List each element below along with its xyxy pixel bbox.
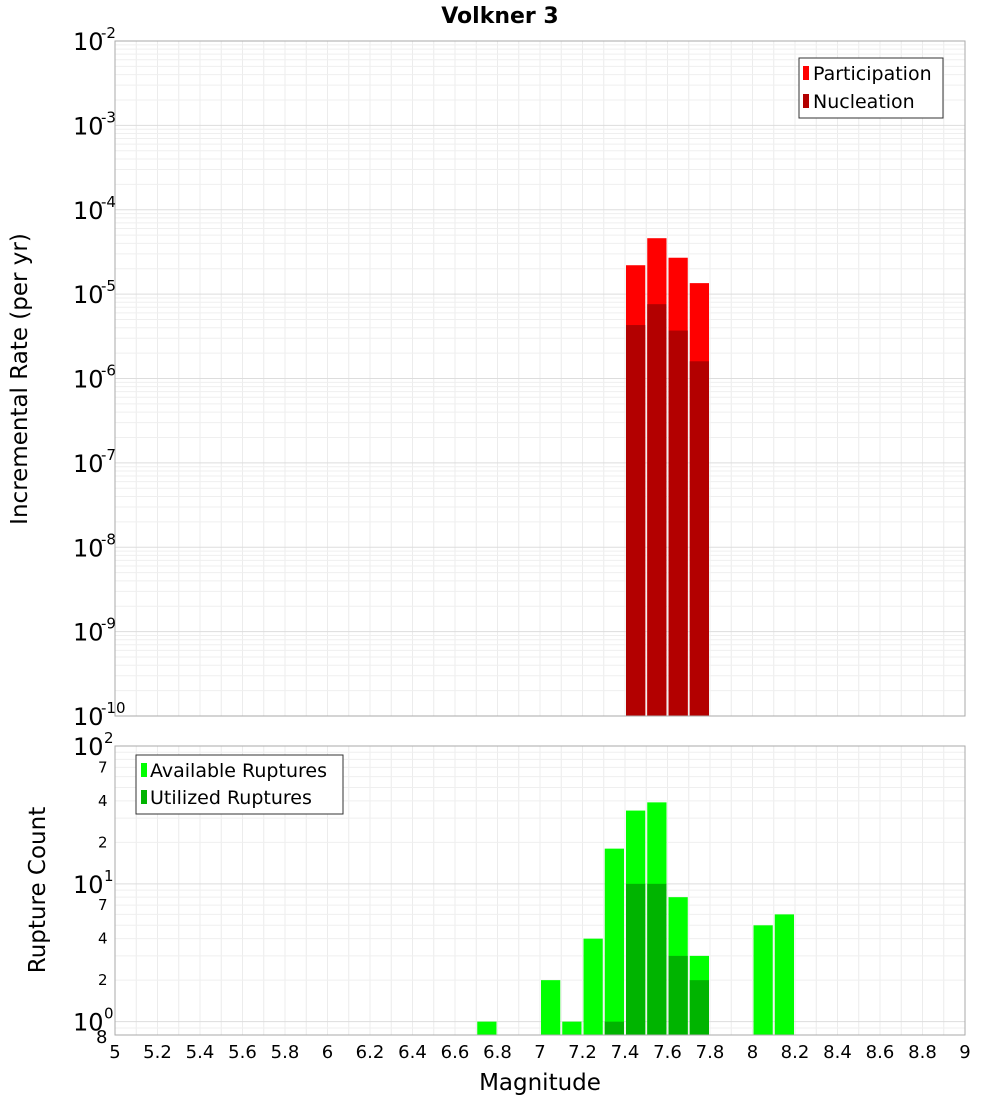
bottom-legend: Available Ruptures Utilized Ruptures xyxy=(135,754,344,815)
legend-swatch-utilized-ruptures xyxy=(141,790,147,804)
x-tick-label: 6.2 xyxy=(356,1042,385,1063)
y-tick-exponent: -9 xyxy=(101,615,116,633)
x-tick-label: 5.8 xyxy=(271,1042,300,1063)
bottom-bar-available-ruptures xyxy=(541,980,561,1035)
y-tick-label: 10 xyxy=(73,281,104,309)
y-tick-exponent: -3 xyxy=(101,108,116,126)
x-tick-label: 7.6 xyxy=(653,1042,682,1063)
y-tick-label: 10 xyxy=(73,112,104,140)
bottom-bar-available-ruptures xyxy=(477,1021,497,1035)
y-tick-exponent: -6 xyxy=(101,362,116,380)
y-tick-exponent: 2 xyxy=(104,729,114,747)
y-tick-exponent: 0 xyxy=(104,1005,114,1023)
x-tick-label: 8.2 xyxy=(781,1042,810,1063)
y-tick-exponent: -2 xyxy=(101,24,116,42)
top-bar-nucleation xyxy=(626,325,646,716)
x-tick-label: 5 xyxy=(109,1042,120,1063)
y-tick-exponent: -4 xyxy=(101,193,116,211)
x-tick-label: 9 xyxy=(959,1042,970,1063)
y-tick-exponent: -10 xyxy=(101,699,126,717)
bottom-panel-bars xyxy=(477,802,794,1035)
y-tick-minor-label: 8 xyxy=(96,1027,107,1048)
bottom-bar-utilized-ruptures xyxy=(647,883,667,1035)
top-plot-border xyxy=(114,40,966,717)
bottom-bar-utilized-ruptures xyxy=(689,980,709,1035)
y-minor-tick-label: 7 xyxy=(98,896,108,914)
x-tick-label: 8.4 xyxy=(823,1042,852,1063)
x-tick-label: 6 xyxy=(322,1042,333,1063)
x-tick-label: 8 xyxy=(747,1042,758,1063)
x-tick-label: 7 xyxy=(534,1042,545,1063)
y-tick-label: 10 xyxy=(73,619,104,647)
y-tick-label: 10 xyxy=(73,366,104,394)
x-tick-label: 8.6 xyxy=(866,1042,895,1063)
bottom-bar-available-ruptures xyxy=(753,925,773,1035)
bottom-bar-available-ruptures xyxy=(604,848,624,1035)
y-tick-label: 10 xyxy=(73,1009,104,1037)
top-panel-bars xyxy=(626,238,709,716)
x-tick-label: 5.4 xyxy=(186,1042,215,1063)
y-minor-tick-label: 4 xyxy=(98,792,108,810)
y-tick-label: 10 xyxy=(73,197,104,225)
x-tick-label: 7.8 xyxy=(696,1042,725,1063)
bottom-plot-border xyxy=(114,745,966,1036)
x-tick-label: 6.8 xyxy=(483,1042,512,1063)
bottom-bar-utilized-ruptures xyxy=(604,1021,624,1035)
x-tick-label: 6.6 xyxy=(441,1042,470,1063)
bottom-y-axis-title: Rupture Count xyxy=(25,807,51,973)
x-tick-label: 7.4 xyxy=(611,1042,640,1063)
y-tick-label: 10 xyxy=(73,534,104,562)
legend-label-nucleation: Nucleation xyxy=(813,91,915,113)
legend-swatch-available-ruptures xyxy=(141,763,147,777)
chart-title: Volkner 3 xyxy=(441,4,559,29)
top-bar-nucleation xyxy=(647,304,667,716)
bottom-bar-available-ruptures xyxy=(774,914,794,1035)
x-tick-label: 5.2 xyxy=(143,1042,172,1063)
legend-label-participation: Participation xyxy=(813,63,932,85)
y-tick-exponent: -5 xyxy=(101,277,116,295)
y-tick-label: 10 xyxy=(73,871,104,899)
y-tick-exponent: -8 xyxy=(101,530,116,548)
top-legend: Participation Nucleation xyxy=(798,57,944,119)
y-tick-exponent: -7 xyxy=(101,446,116,464)
x-tick-label: 6.4 xyxy=(398,1042,427,1063)
y-tick-label: 10 xyxy=(73,450,104,478)
y-minor-tick-label: 4 xyxy=(98,930,108,948)
x-tick-label: 5.6 xyxy=(228,1042,257,1063)
top-bar-nucleation xyxy=(689,361,709,716)
x-axis-title: Magnitude xyxy=(479,1070,601,1096)
bottom-bar-available-ruptures xyxy=(583,938,603,1035)
top-bar-nucleation xyxy=(668,330,688,716)
y-minor-tick-label: 2 xyxy=(98,833,108,851)
x-tick-label: 7.2 xyxy=(568,1042,597,1063)
top-y-axis-title: Incremental Rate (per yr) xyxy=(7,233,33,525)
legend-label-utilized-ruptures: Utilized Ruptures xyxy=(150,787,312,809)
y-minor-tick-label: 2 xyxy=(98,971,108,989)
x-tick-label: 8.8 xyxy=(908,1042,937,1063)
top-panel-gridlines xyxy=(114,40,966,717)
x-tick-labels: 5 5.2 5.4 5.6 5.8 6 6.2 6.4 6.6 6.8 7 7.2 7.4 7.6 7.8 8… xyxy=(109,1042,970,1063)
y-tick-label: 10 xyxy=(73,28,104,56)
y-tick-label: 10 xyxy=(73,733,104,761)
y-tick-exponent: 1 xyxy=(104,867,114,885)
y-tick-label: 10 xyxy=(73,703,104,731)
legend-swatch-participation xyxy=(803,66,809,80)
bottom-bar-available-ruptures xyxy=(562,1021,582,1035)
legend-swatch-nucleation xyxy=(803,94,809,108)
bottom-bar-utilized-ruptures xyxy=(626,883,646,1035)
y-minor-tick-label: 7 xyxy=(98,758,108,776)
legend-label-available-ruptures: Available Ruptures xyxy=(150,760,327,782)
bottom-bar-utilized-ruptures xyxy=(668,955,688,1035)
